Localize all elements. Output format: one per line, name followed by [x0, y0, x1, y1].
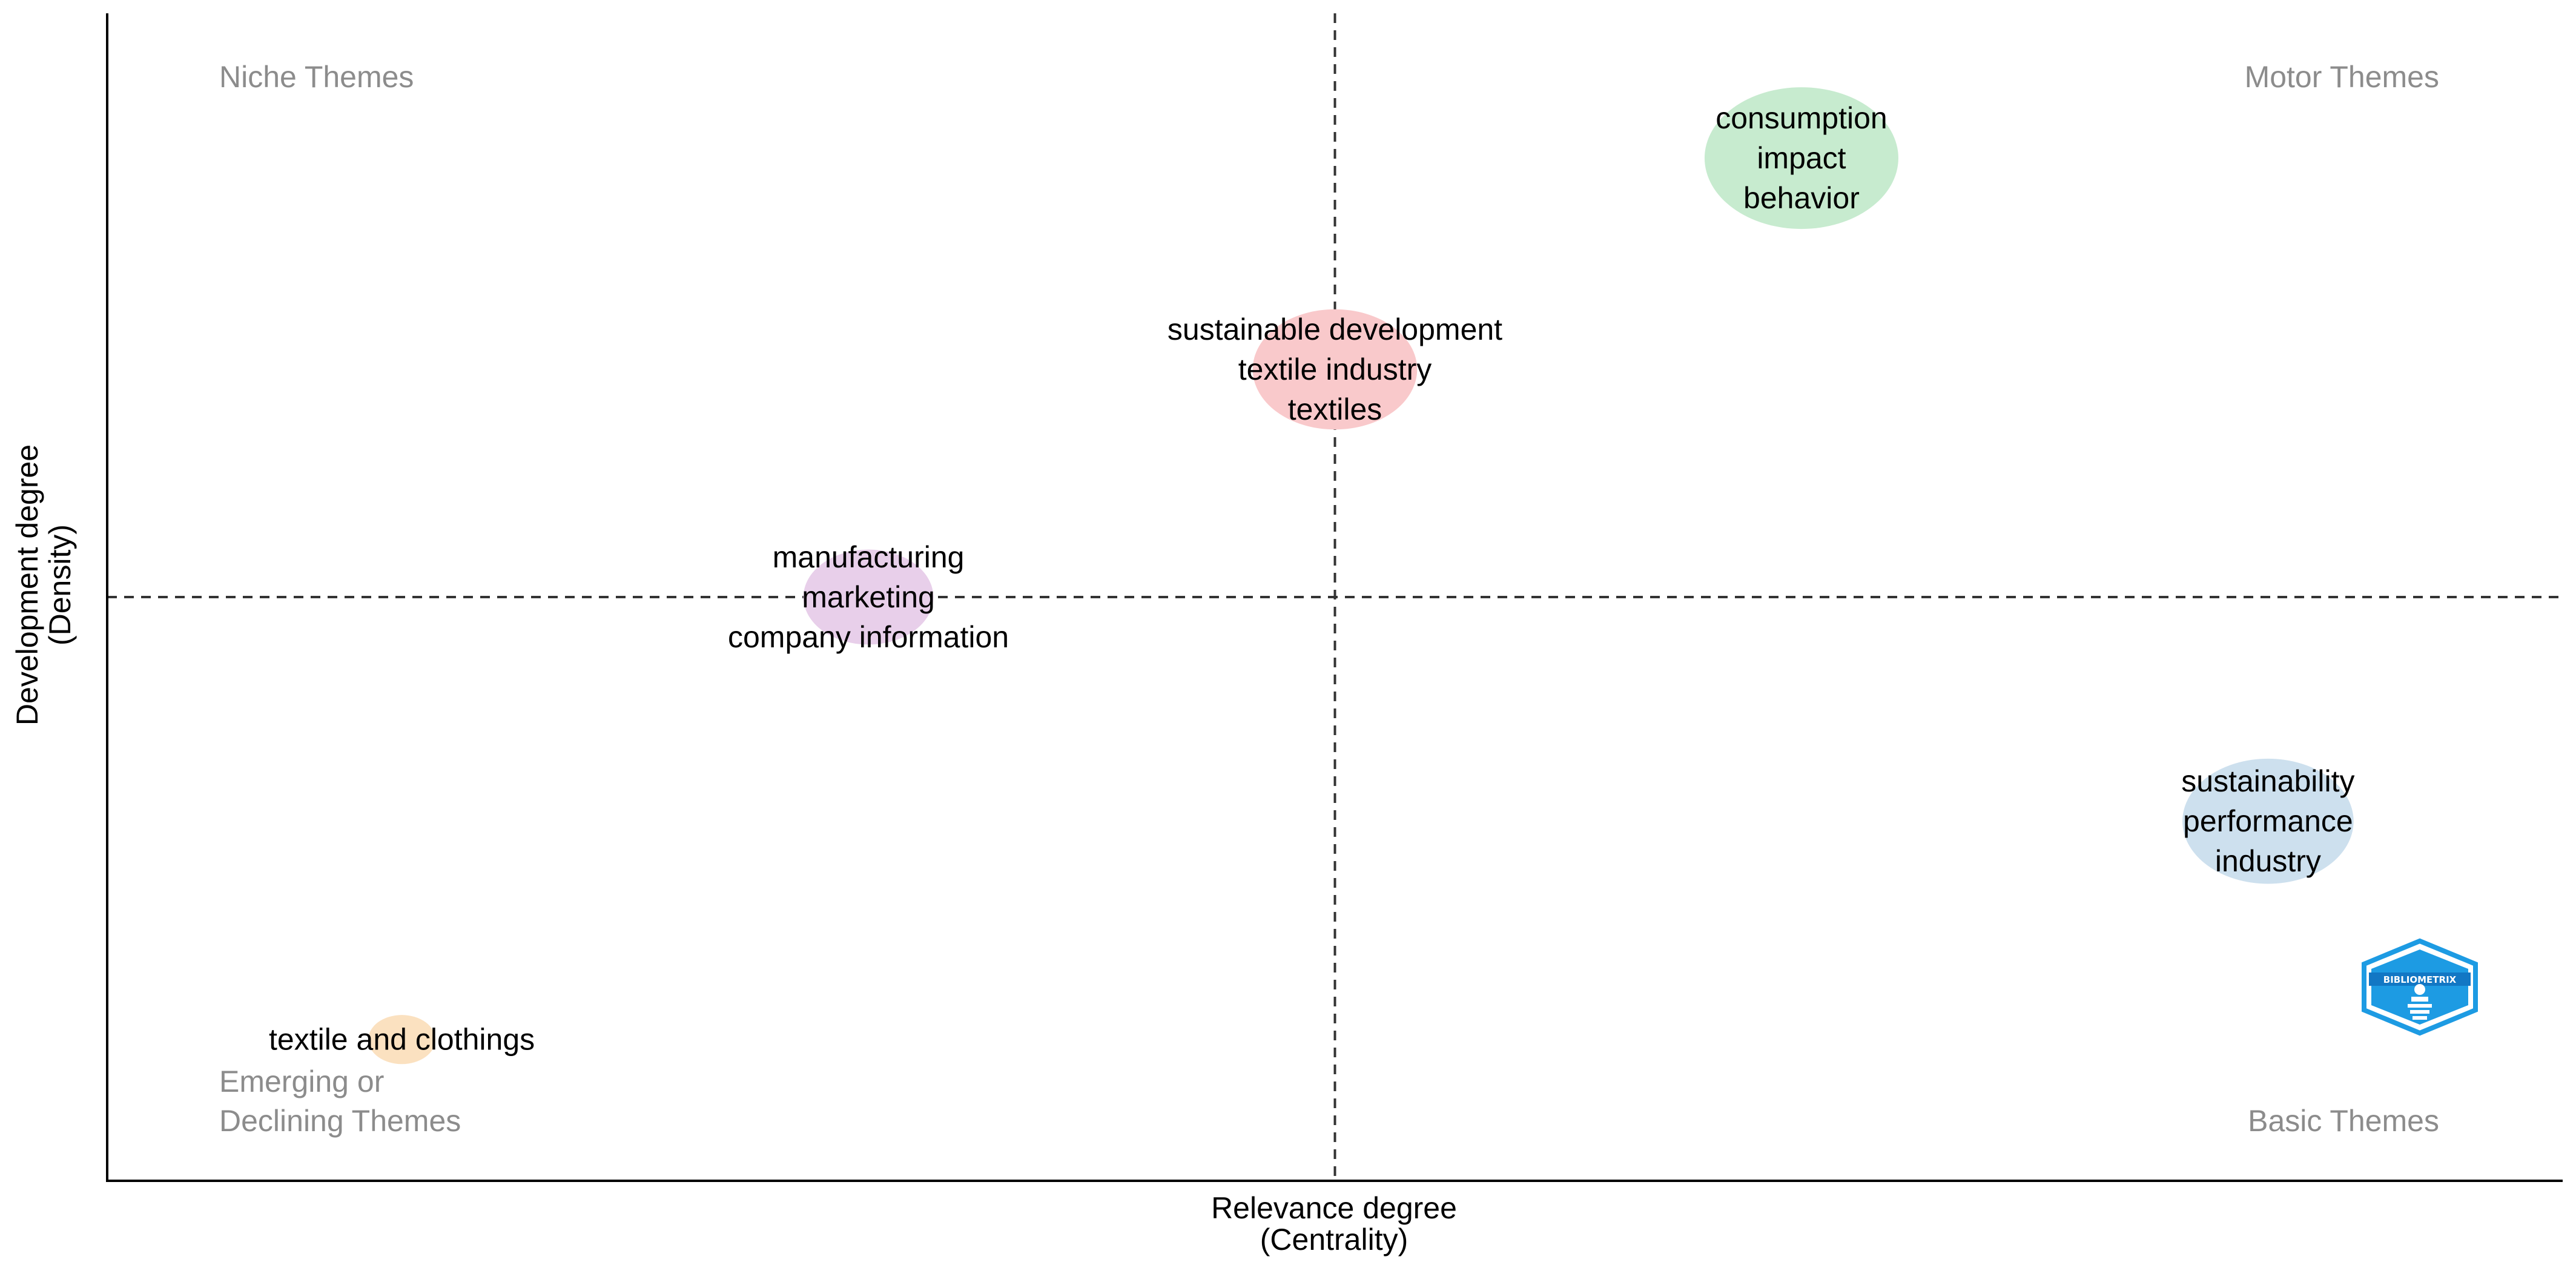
quadrant-label-bottom-left: Emerging or [219, 1065, 384, 1098]
cluster-labels: consumption impact behavior sustainable dev… [269, 101, 2355, 1057]
cluster-bubble [2182, 758, 2354, 884]
axes [106, 13, 2563, 1182]
cluster-label: textile and clothings [269, 1023, 535, 1057]
cluster-bubble [1704, 87, 1898, 229]
cluster-label: industry [2215, 844, 2321, 878]
cluster-bubbles [368, 87, 2354, 1065]
axis-titles: Relevance degree(Centrality) Development … [10, 444, 1457, 1256]
cluster-label: company information [728, 620, 1009, 654]
cluster-label: marketing [802, 580, 935, 614]
y-axis-title: Development degree [10, 444, 44, 725]
cluster-label: sustainability [2181, 764, 2354, 798]
cluster-bubble [803, 549, 934, 645]
cluster-label: textile industry [1238, 352, 1432, 386]
y-axis-title: (Density) [43, 524, 77, 646]
quadrant-label-top-left: Niche Themes [219, 60, 414, 94]
cluster-label: consumption [1716, 101, 1887, 135]
reference-lines [107, 13, 2563, 1181]
logo-banner [2369, 972, 2471, 986]
quadrant-label-bottom-right: Basic Themes [2248, 1104, 2439, 1138]
cluster-label: manufacturing [773, 540, 965, 574]
x-axis-title: Relevance degree [1211, 1191, 1457, 1225]
logo-person-icon [2408, 984, 2432, 1020]
cluster-label: behavior [1743, 181, 1860, 215]
cluster-bubble [1252, 309, 1418, 430]
quadrant-label-bottom-left: Declining Themes [219, 1104, 461, 1138]
cluster-label: sustainable development [1167, 312, 1502, 346]
bibliometrix-logo: BIBLIOMETRIX [2362, 938, 2478, 1036]
quadrant-labels: Niche Themes Motor Themes Emerging or Decli… [219, 60, 2439, 1138]
x-axis-title: (Centrality) [1260, 1223, 1408, 1256]
logo-text: BIBLIOMETRIX [2383, 974, 2457, 985]
quadrant-label-top-right: Motor Themes [2245, 60, 2439, 94]
cluster-label: performance [2183, 804, 2353, 838]
cluster-bubble [368, 1015, 436, 1065]
cluster-label: textiles [1288, 392, 1382, 426]
cluster-label: impact [1757, 141, 1846, 175]
